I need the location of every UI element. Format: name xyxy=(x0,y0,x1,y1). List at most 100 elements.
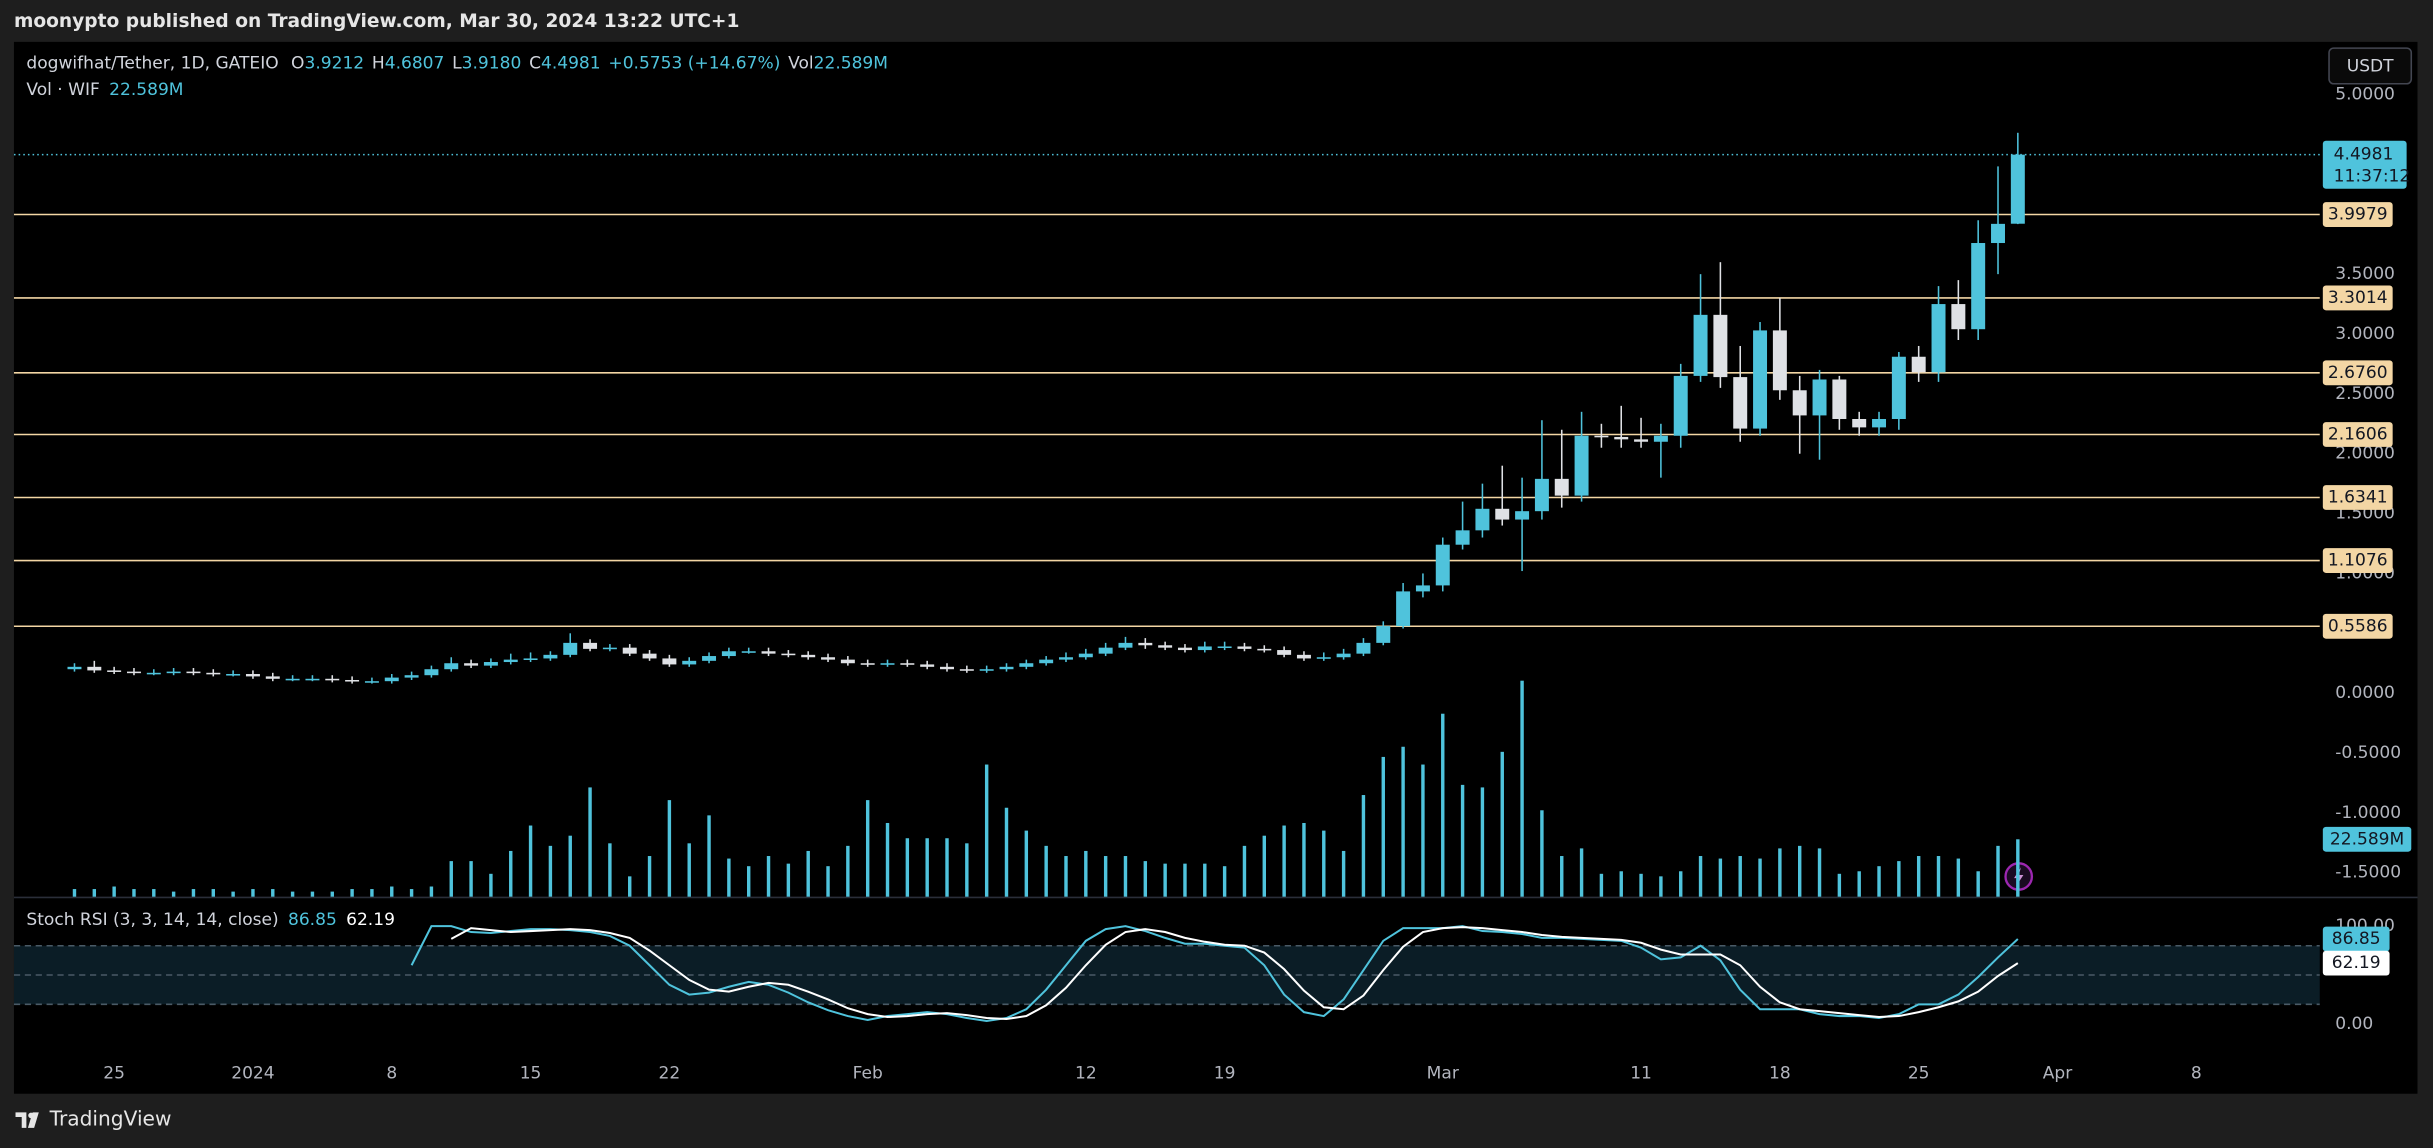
x-tick-label: 8 xyxy=(2191,1064,2202,1084)
volume-bar xyxy=(92,889,97,897)
candle-body xyxy=(1634,439,1649,442)
legend-vol-key: Vol xyxy=(788,54,814,74)
candle-body xyxy=(325,678,340,681)
volume-bar xyxy=(1976,871,1980,897)
volume-bar xyxy=(1044,845,1048,897)
candle-body xyxy=(1376,626,1391,643)
y-tick-label: 3.0000 xyxy=(2335,324,2395,344)
candle-body xyxy=(67,666,82,670)
volume-bar xyxy=(1024,830,1029,897)
currency-button[interactable]: USDT xyxy=(2328,47,2413,85)
legend-line: dogwifhat/Tether, 1D, GATEIO O3.9212 H4.68… xyxy=(26,54,888,74)
volume-bar xyxy=(112,886,116,897)
volume-bar xyxy=(152,889,156,897)
candle-body xyxy=(602,647,617,650)
candle-body xyxy=(900,663,915,665)
legend-vol-value: 22.589M xyxy=(814,54,888,74)
candle-body xyxy=(285,678,300,681)
footer-logo xyxy=(15,1112,39,1128)
candle-body xyxy=(1197,646,1212,651)
candle-body xyxy=(1951,304,1966,330)
candle-body xyxy=(880,663,895,665)
volume-bar xyxy=(806,850,810,897)
x-tick-label: 15 xyxy=(520,1064,542,1084)
candle-body xyxy=(1554,478,1569,496)
candle-body xyxy=(1971,243,1986,330)
candle-body xyxy=(404,675,419,678)
volume-bar xyxy=(1599,873,1604,897)
stoch-value-box xyxy=(2322,950,2390,976)
candle-body xyxy=(1693,314,1708,376)
volume-bar xyxy=(132,889,136,897)
published-line: moonypto published on TradingView.com, M… xyxy=(14,11,740,32)
candle-body xyxy=(107,670,122,672)
volume-bar xyxy=(727,858,731,897)
stoch-legend: Stoch RSI (3, 3, 14, 14, close) 86.85 62.1… xyxy=(26,910,395,930)
volume-bar xyxy=(310,891,315,897)
volume-bar xyxy=(687,843,691,897)
volume-bar xyxy=(1302,822,1306,897)
candle-body xyxy=(702,656,717,661)
price-line-label-box xyxy=(2322,360,2393,386)
candle-body xyxy=(186,671,201,674)
candle-body xyxy=(226,674,241,676)
candle-body xyxy=(483,662,498,666)
volume-bar xyxy=(528,825,533,897)
candle-body xyxy=(999,666,1014,670)
volume-bar xyxy=(290,891,295,897)
legend-value: 3.9180 xyxy=(462,54,522,74)
currency-button-box[interactable] xyxy=(2328,47,2413,85)
volume-bar xyxy=(1203,863,1207,897)
candle-body xyxy=(1991,223,2005,244)
volume-bar xyxy=(390,886,394,897)
candle-body xyxy=(206,672,221,675)
candle-body xyxy=(1177,647,1192,651)
candle-body xyxy=(1673,375,1688,436)
price-line-label-box xyxy=(2322,548,2393,573)
candle-body xyxy=(146,672,161,675)
candle-body xyxy=(1852,419,1867,428)
volume-bar xyxy=(191,889,196,897)
candle-body xyxy=(1158,645,1173,648)
candle-body xyxy=(1316,657,1331,659)
volume-bar xyxy=(1242,845,1247,897)
candle-body xyxy=(1455,530,1470,545)
legend-value: 4.4981 xyxy=(541,54,601,74)
candle-body xyxy=(1574,435,1589,496)
volume-bar xyxy=(1758,858,1762,897)
volume-bar xyxy=(1718,858,1723,897)
volume-bar xyxy=(350,889,354,897)
volume-bar xyxy=(1123,856,1128,897)
volume-bar xyxy=(1381,756,1385,897)
volume-bar xyxy=(72,889,77,897)
volume-bar xyxy=(965,843,969,897)
candle-body xyxy=(741,651,756,653)
x-tick-label: 22 xyxy=(659,1064,681,1084)
candle-body xyxy=(1277,650,1292,655)
x-tick-label: 12 xyxy=(1075,1064,1097,1084)
currency-label[interactable]: USDT xyxy=(2347,57,2394,77)
volume-bar xyxy=(1480,787,1485,897)
candle-body xyxy=(1594,435,1609,438)
y-tick-label: 2.0000 xyxy=(2335,444,2395,464)
volume-bar xyxy=(826,866,830,897)
candle-body xyxy=(1931,304,1946,373)
candle-body xyxy=(424,669,439,676)
volume-bar xyxy=(1460,784,1465,897)
candle-body xyxy=(1356,642,1371,654)
candle-body xyxy=(444,663,459,670)
x-tick-label: Feb xyxy=(853,1064,883,1084)
volume-bar xyxy=(1797,845,1802,897)
candle-body xyxy=(1039,659,1054,664)
volume-bar xyxy=(409,889,414,897)
y-tick-label: -1.0000 xyxy=(2335,803,2401,823)
x-tick-label: 18 xyxy=(1769,1064,1791,1084)
candle-body xyxy=(622,647,637,654)
x-tick-label: 25 xyxy=(1908,1064,1930,1084)
candle-body xyxy=(1872,419,1887,428)
y-tick-label: -0.5000 xyxy=(2335,743,2401,763)
candle-body xyxy=(1078,653,1093,658)
volume-bar xyxy=(271,889,275,897)
volume-bar xyxy=(1262,835,1266,897)
y-tick-label: 3.5000 xyxy=(2335,264,2395,284)
